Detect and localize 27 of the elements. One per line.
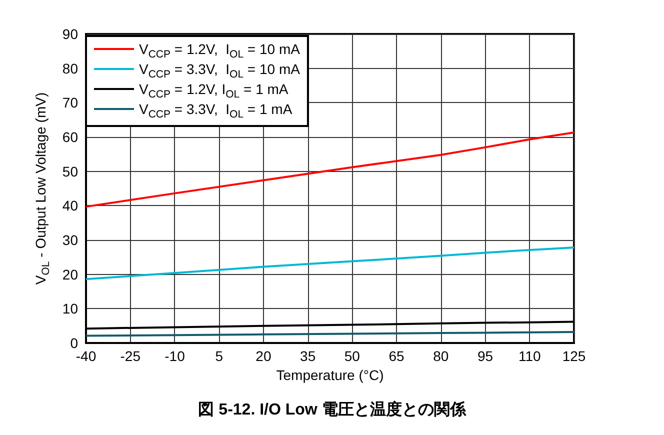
y-tick-label: 20 — [62, 266, 78, 282]
x-tick-label: 5 — [215, 348, 224, 364]
line-series — [85, 246, 575, 280]
y-axis-title: VOL - Output Low Voltage (mV) — [32, 92, 52, 285]
text: 図 5-12. I/O Low 電圧と温度との関係 — [198, 400, 467, 418]
x-tick-label: 65 — [388, 348, 405, 364]
x-tick-label: 80 — [433, 348, 449, 364]
y-tick-label: 0 — [70, 335, 78, 351]
x-tick-label: 50 — [344, 348, 360, 364]
y-tick-label: 60 — [62, 129, 78, 145]
y-tick-label: 30 — [62, 232, 78, 248]
y-tick-label: 10 — [62, 300, 78, 317]
line-series — [85, 132, 575, 208]
x-axis-title: Temperature (°C) — [276, 366, 384, 383]
y-tick-label: 90 — [62, 26, 78, 42]
x-tick-label: 20 — [256, 348, 272, 364]
x-tick-label: -40 — [76, 348, 96, 364]
x-tick-label: -25 — [120, 348, 141, 364]
y-tick-label: 80 — [62, 60, 78, 76]
x-tick-label: 110 — [518, 348, 542, 364]
y-tick-label: 70 — [62, 94, 78, 111]
x-tick-label: 35 — [300, 348, 316, 364]
y-tick-label: 40 — [62, 198, 78, 214]
x-tick-label: 95 — [477, 348, 494, 364]
x-tick-label: 125 — [562, 348, 586, 364]
x-tick-label: -10 — [164, 348, 186, 364]
y-tick-label: 50 — [62, 163, 78, 180]
